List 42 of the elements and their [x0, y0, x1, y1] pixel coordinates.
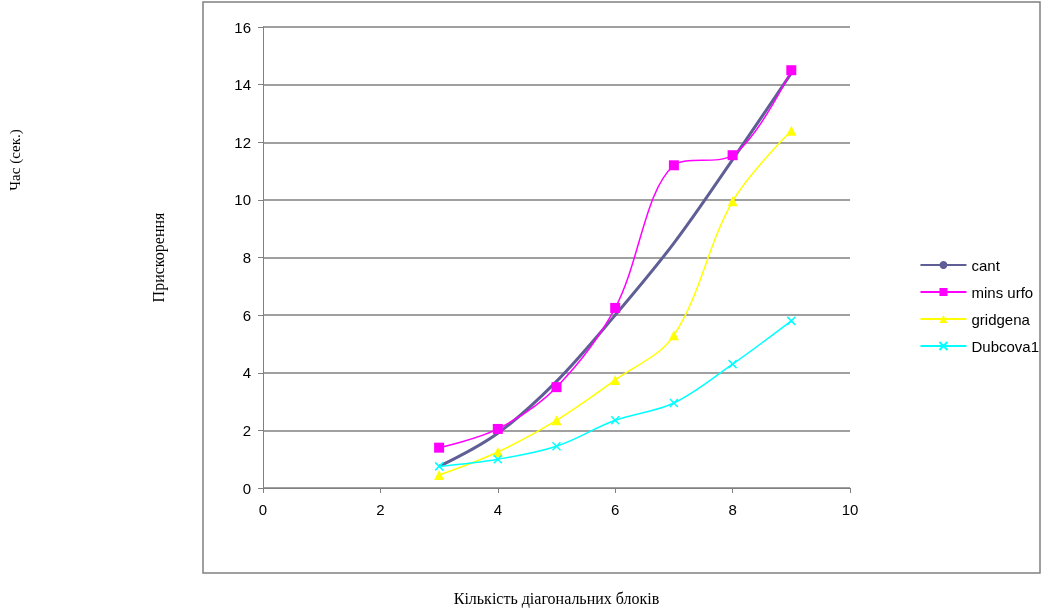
- x-axis-title: Кількість діагональних блоків: [453, 589, 660, 608]
- y-tick-label: 8: [242, 249, 251, 266]
- point: [786, 125, 797, 136]
- x-tick-label: 6: [611, 501, 620, 518]
- point: [493, 454, 503, 464]
- x-tick-label: 0: [258, 501, 268, 518]
- point: [610, 374, 621, 385]
- point: [551, 415, 562, 426]
- x-tick-label: 10: [841, 501, 859, 518]
- point: [786, 316, 797, 326]
- legend-label: cant: [971, 256, 1001, 274]
- y-tick-label: 14: [234, 76, 251, 94]
- point: [492, 423, 503, 434]
- y-tick-label: 0: [242, 479, 251, 497]
- legend-label: mins urfo: [971, 283, 1034, 301]
- y-tick-label: 12: [234, 133, 251, 151]
- legend-label: gridgena: [971, 310, 1031, 328]
- y-tick-label: 6: [242, 306, 251, 324]
- point: [727, 196, 738, 207]
- x-tick-label: 2: [376, 501, 385, 518]
- point: [727, 359, 738, 369]
- x-tick-label: 8: [728, 501, 737, 518]
- point: [551, 382, 562, 393]
- x-tick-label: 4: [493, 501, 502, 518]
- point: [434, 461, 444, 472]
- point: [668, 160, 679, 171]
- y-tick-label: 4: [242, 364, 251, 382]
- point: [786, 65, 797, 76]
- point: [551, 441, 562, 451]
- point: [727, 150, 738, 161]
- y-axis-title: Прискорення: [149, 211, 168, 303]
- point: [434, 470, 445, 481]
- point: [610, 415, 620, 426]
- point: [610, 302, 621, 313]
- point: [434, 442, 445, 453]
- y-tick-label: 10: [234, 191, 251, 209]
- y-tick-label: 2: [242, 421, 251, 439]
- y-tick-label: 16: [234, 18, 251, 36]
- point: [668, 330, 679, 341]
- point: [669, 398, 679, 408]
- text: Час (сек.): [7, 129, 24, 191]
- legend-label: Dubcova1: [971, 337, 1039, 355]
